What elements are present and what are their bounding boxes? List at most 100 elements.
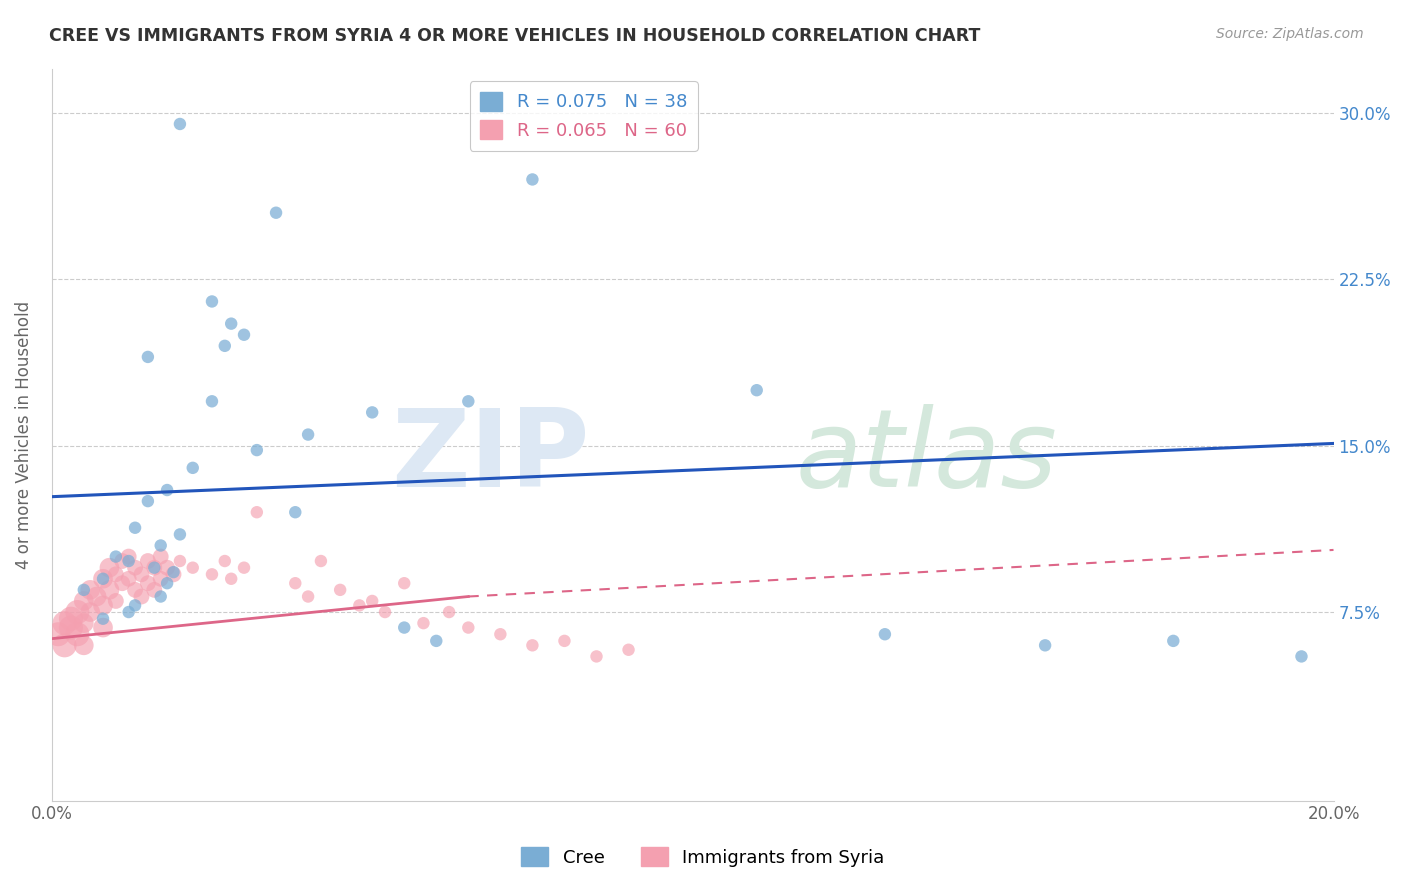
Point — [59, 612, 82, 626]
Point — [457, 394, 479, 409]
Point — [86, 590, 108, 604]
Point — [457, 621, 479, 635]
Point — [437, 605, 460, 619]
Point — [246, 443, 269, 458]
Point — [136, 554, 159, 568]
Point — [124, 582, 146, 597]
Point — [91, 572, 114, 586]
Point — [329, 582, 352, 597]
Legend: Cree, Immigrants from Syria: Cree, Immigrants from Syria — [515, 840, 891, 874]
Point — [169, 527, 191, 541]
Point — [522, 172, 544, 186]
Point — [181, 560, 204, 574]
Point — [149, 590, 172, 604]
Point — [617, 642, 640, 657]
Point — [425, 633, 447, 648]
Point — [745, 383, 768, 397]
Point — [143, 560, 166, 574]
Point — [219, 572, 242, 586]
Point — [98, 582, 121, 597]
Point — [111, 554, 134, 568]
Point — [136, 350, 159, 364]
Point — [143, 560, 166, 574]
Point — [149, 572, 172, 586]
Point — [873, 627, 896, 641]
Point — [59, 621, 82, 635]
Point — [104, 549, 127, 564]
Point — [118, 549, 141, 564]
Point — [246, 505, 269, 519]
Point — [522, 638, 544, 652]
Point — [91, 621, 114, 635]
Point — [131, 567, 153, 582]
Point — [73, 638, 96, 652]
Point — [284, 505, 307, 519]
Point — [214, 554, 236, 568]
Point — [91, 599, 114, 613]
Point — [104, 567, 127, 582]
Point — [73, 616, 96, 631]
Point — [73, 582, 96, 597]
Point — [136, 494, 159, 508]
Point — [104, 594, 127, 608]
Text: ZIP: ZIP — [392, 403, 591, 509]
Point — [162, 565, 184, 579]
Point — [201, 394, 224, 409]
Point — [98, 560, 121, 574]
Point — [201, 294, 224, 309]
Point — [181, 460, 204, 475]
Point — [66, 627, 89, 641]
Point — [149, 549, 172, 564]
Point — [124, 521, 146, 535]
Point — [53, 638, 76, 652]
Point — [169, 117, 191, 131]
Point — [79, 605, 101, 619]
Point — [143, 582, 166, 597]
Text: atlas: atlas — [796, 404, 1057, 509]
Point — [156, 483, 179, 497]
Point — [1033, 638, 1056, 652]
Point — [73, 594, 96, 608]
Point — [233, 327, 256, 342]
Point — [201, 567, 224, 582]
Point — [156, 560, 179, 574]
Point — [214, 339, 236, 353]
Point — [111, 576, 134, 591]
Point — [284, 576, 307, 591]
Point — [131, 590, 153, 604]
Point — [46, 627, 69, 641]
Point — [361, 594, 384, 608]
Point — [53, 616, 76, 631]
Point — [162, 567, 184, 582]
Point — [118, 554, 141, 568]
Point — [79, 582, 101, 597]
Point — [553, 633, 575, 648]
Point — [489, 627, 512, 641]
Point — [374, 605, 396, 619]
Point — [118, 605, 141, 619]
Point — [136, 576, 159, 591]
Point — [297, 590, 319, 604]
Point — [394, 621, 416, 635]
Point — [233, 560, 256, 574]
Point — [297, 427, 319, 442]
Point — [1291, 649, 1313, 664]
Point — [118, 572, 141, 586]
Point — [169, 554, 191, 568]
Point — [124, 599, 146, 613]
Point — [124, 560, 146, 574]
Point — [309, 554, 332, 568]
Point — [91, 612, 114, 626]
Point — [219, 317, 242, 331]
Point — [585, 649, 607, 664]
Point — [349, 599, 371, 613]
Point — [394, 576, 416, 591]
Text: CREE VS IMMIGRANTS FROM SYRIA 4 OR MORE VEHICLES IN HOUSEHOLD CORRELATION CHART: CREE VS IMMIGRANTS FROM SYRIA 4 OR MORE … — [49, 27, 980, 45]
Legend: R = 0.075   N = 38, R = 0.065   N = 60: R = 0.075 N = 38, R = 0.065 N = 60 — [470, 81, 697, 151]
Point — [361, 405, 384, 419]
Point — [66, 605, 89, 619]
Point — [1161, 633, 1184, 648]
Point — [156, 576, 179, 591]
Y-axis label: 4 or more Vehicles in Household: 4 or more Vehicles in Household — [15, 301, 32, 568]
Point — [412, 616, 434, 631]
